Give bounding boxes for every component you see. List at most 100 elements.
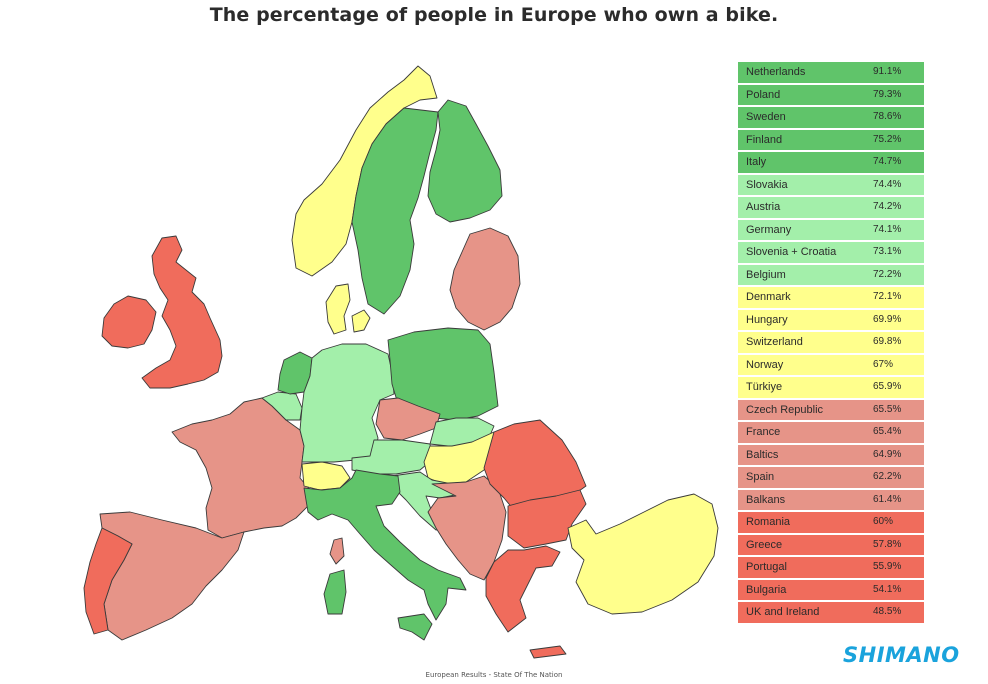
table-row: Denmark 72.1% [738, 287, 924, 308]
row-value-label: 54.1% [873, 583, 902, 595]
row-country-label: Netherlands [746, 66, 806, 78]
row-value-label: 74.1% [873, 223, 902, 235]
map-turkiye [567, 493, 719, 615]
map-denmark [325, 283, 351, 335]
row-value-label: 74.7% [873, 156, 902, 167]
row-country-label: Bulgaria [746, 583, 787, 596]
row-value-label: 62.2% [873, 471, 902, 482]
table-row: Norway 67% [738, 354, 924, 375]
table-row: Germany 74.1% [738, 219, 924, 240]
table-row: Netherlands 91.1% [738, 62, 924, 83]
map-greece [485, 545, 561, 633]
map-denmark-islands [351, 309, 371, 333]
row-country-label: Switzerland [746, 336, 803, 348]
row-country-label: Slovenia + Croatia [746, 246, 837, 258]
row-value-label: 65.4% [873, 426, 902, 437]
row-value-label: 48.5% [873, 606, 902, 617]
table-row: Greece 57.8% [738, 534, 924, 555]
row-value-label: 57.8% [873, 538, 902, 550]
table-row: UK and Ireland 48.5% [738, 602, 924, 623]
row-value-label: 69.9% [873, 313, 902, 325]
row-country-label: Balkans [746, 493, 786, 506]
row-country-label: Denmark [746, 291, 791, 303]
map-ireland [101, 295, 157, 349]
row-country-label: Hungary [746, 313, 788, 326]
row-value-label: 67% [873, 358, 894, 370]
row-value-label: 72.1% [873, 291, 902, 302]
row-country-label: Greece [746, 538, 783, 551]
row-value-label: 75.2% [873, 133, 902, 145]
row-value-label: 60% [873, 516, 894, 527]
map-switzerland [301, 461, 351, 491]
table-row: Belgium 72.2% [738, 264, 924, 285]
map-italy-sicily [397, 613, 433, 641]
row-country-label: Romania [746, 516, 791, 528]
row-country-label: Norway [746, 358, 784, 371]
map-czech [375, 397, 441, 441]
ranking-table: Netherlands 91.1% Poland 79.3% Sweden 78.6% Fi… [738, 62, 924, 625]
row-country-label: Finland [746, 133, 783, 146]
table-row: Romania 60% [738, 512, 924, 533]
map-greece-crete [529, 645, 567, 659]
map-baltics [449, 227, 521, 331]
table-row: Slovenia + Croatia 73.1% [738, 242, 924, 263]
row-value-label: 91.1% [873, 66, 902, 77]
map-italy [303, 469, 467, 621]
row-country-label: Austria [746, 201, 781, 213]
row-country-label: Sweden [746, 111, 786, 123]
row-country-label: Germany [746, 223, 792, 236]
row-country-label: Poland [746, 88, 781, 101]
row-country-label: Türkiye [746, 381, 783, 393]
row-country-label: Belgium [746, 268, 786, 281]
row-country-label: Baltics [746, 448, 779, 461]
table-row: Italy 74.7% [738, 152, 924, 173]
map-italy-sardinia [323, 569, 347, 615]
table-row: Sweden 78.6% [738, 107, 924, 128]
table-row: Spain 62.2% [738, 467, 924, 488]
table-row: Czech Republic 65.5% [738, 399, 924, 420]
row-country-label: France [746, 426, 781, 438]
map-portugal [83, 527, 133, 635]
map-sweden [351, 107, 439, 315]
row-value-label: 65.5% [873, 403, 902, 415]
map-austria [351, 439, 433, 475]
row-country-label: Italy [746, 156, 767, 168]
shimano-logo: SHIMANO [843, 643, 960, 667]
row-value-label: 74.4% [873, 178, 902, 190]
row-value-label: 79.3% [873, 88, 902, 100]
row-country-label: Portugal [746, 561, 787, 573]
map-poland [387, 327, 499, 421]
table-row: Slovakia 74.4% [738, 174, 924, 195]
row-value-label: 73.1% [873, 246, 902, 257]
map-uk [141, 235, 223, 389]
row-value-label: 64.9% [873, 448, 902, 460]
row-value-label: 78.6% [873, 111, 902, 122]
row-value-label: 55.9% [873, 561, 902, 572]
row-value-label: 65.9% [873, 381, 902, 392]
table-row: Hungary 69.9% [738, 309, 924, 330]
row-value-label: 61.4% [873, 493, 902, 505]
chart-title: The percentage of people in Europe who o… [209, 4, 779, 26]
map-finland [427, 99, 503, 223]
table-row: Baltics 64.9% [738, 444, 924, 465]
table-row: Switzerland 69.8% [738, 332, 924, 353]
table-row: Balkans 61.4% [738, 489, 924, 510]
map-hungary [423, 431, 495, 485]
map-belgium [261, 391, 303, 421]
row-country-label: Slovakia [746, 178, 788, 191]
row-value-label: 69.8% [873, 336, 902, 347]
table-row: Portugal 55.9% [738, 557, 924, 578]
row-value-label: 72.2% [873, 268, 902, 280]
table-row: Türkiye 65.9% [738, 377, 924, 398]
row-value-label: 74.2% [873, 201, 902, 212]
table-row: Bulgaria 54.1% [738, 579, 924, 600]
table-row: Poland 79.3% [738, 84, 924, 105]
footer-caption: European Results - State Of The Nation [425, 671, 563, 679]
table-row: France 65.4% [738, 422, 924, 443]
table-row: Finland 75.2% [738, 129, 924, 150]
map-italy-corsica [329, 537, 345, 565]
row-country-label: UK and Ireland [746, 606, 820, 618]
table-row: Austria 74.2% [738, 197, 924, 218]
row-country-label: Czech Republic [746, 403, 824, 416]
